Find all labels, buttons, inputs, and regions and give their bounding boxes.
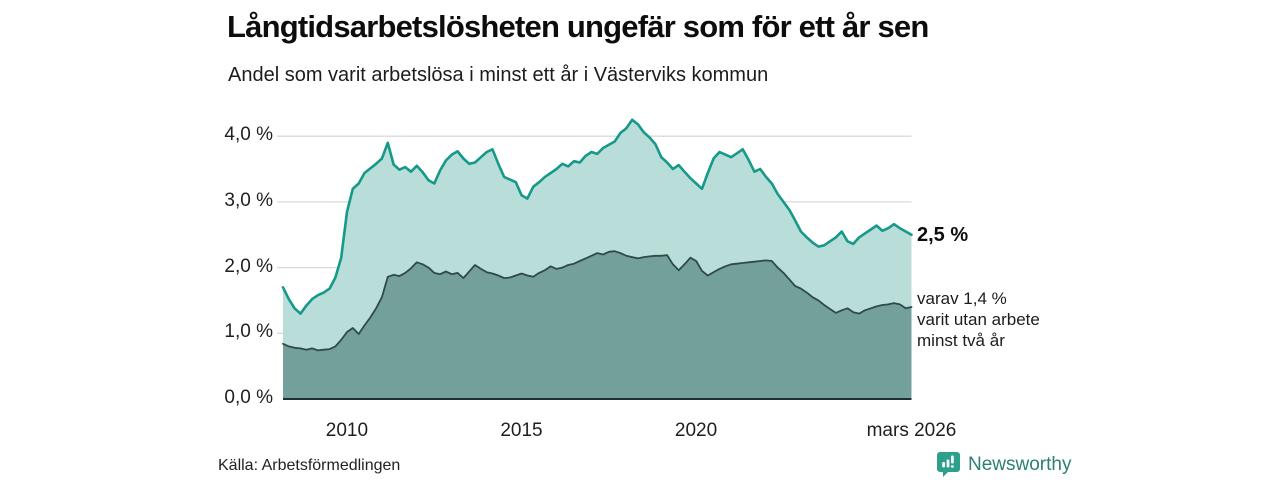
y-axis-label: 1,0 %	[224, 321, 273, 343]
x-axis-label: 2020	[674, 420, 718, 441]
x-axis-label: 2015	[500, 420, 543, 441]
chart-subtitle: Andel som varit arbetslösa i minst ett å…	[228, 64, 769, 86]
brand-name: Newsworthy	[968, 453, 1072, 475]
bar-chart-bubble-icon	[936, 451, 961, 478]
y-axis-label: 0,0 %	[224, 387, 273, 408]
subseries-annotation: varav 1,4 % varit utan arbete minst två …	[917, 289, 1040, 350]
line-one-year	[281, 118, 913, 315]
x-axis-label: 2010	[325, 420, 369, 441]
line-two-year	[282, 250, 913, 352]
y-axis-label: 3,0 %	[224, 189, 273, 211]
y-axis-label: 2,0 %	[224, 255, 273, 277]
source-note: Källa: Arbetsförmedlingen	[218, 457, 401, 474]
x-axis-label: mars 2026	[866, 420, 957, 441]
latest-value-label: 2,5 %	[917, 224, 969, 246]
newsworthy-logo: Newsworthy	[936, 451, 1071, 478]
y-axis-label: 4,0 %	[224, 124, 273, 146]
page-title: Långtidsarbetslösheten ungefär som för e…	[227, 9, 929, 44]
area-two-year	[283, 251, 912, 399]
